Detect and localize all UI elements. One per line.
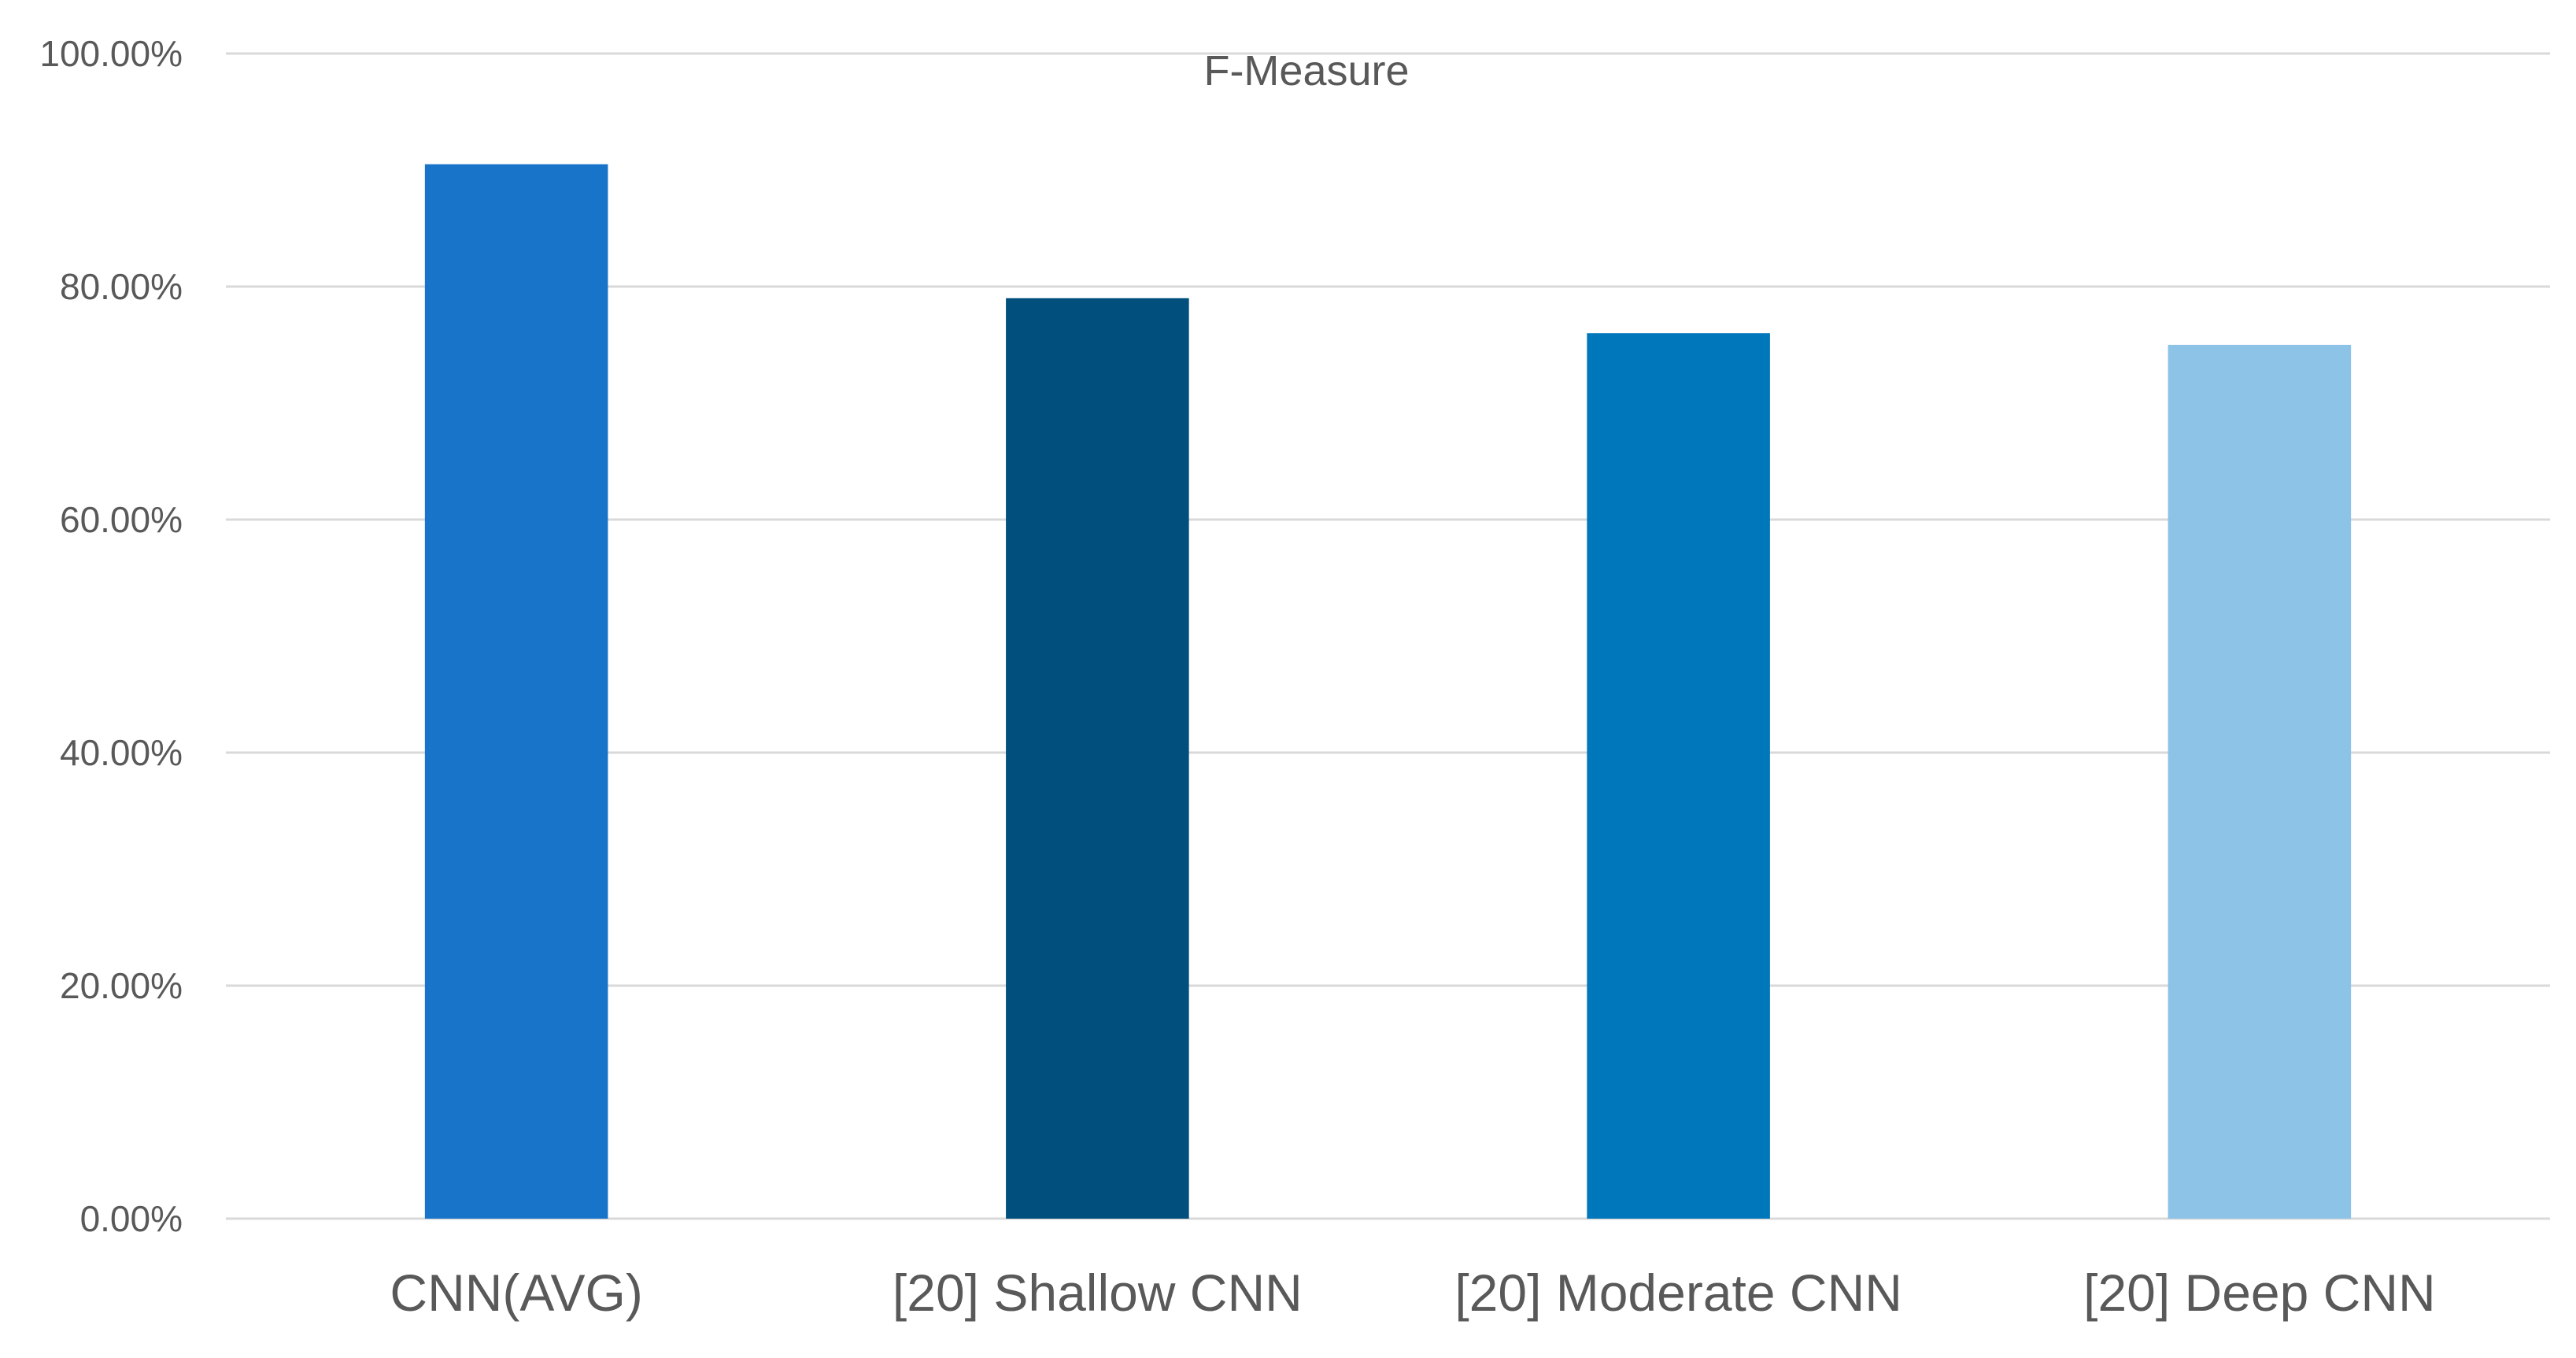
- x-category-label: CNN(AVG): [390, 1264, 642, 1322]
- bars: [424, 164, 2352, 1219]
- x-category-label: [20] Shallow CNN: [893, 1264, 1303, 1322]
- bar: [2168, 345, 2352, 1219]
- chart-title: F-Measure: [1203, 47, 1409, 94]
- bar: [1006, 298, 1189, 1219]
- x-category-label: [20] Moderate CNN: [1454, 1264, 1902, 1322]
- y-tick-label: 20.00%: [60, 965, 183, 1006]
- y-tick-label: 0.00%: [80, 1198, 183, 1239]
- bar: [424, 164, 608, 1219]
- gridlines: [226, 52, 2550, 1220]
- y-tick-label: 80.00%: [60, 266, 183, 307]
- y-tick-label: 60.00%: [60, 499, 183, 540]
- x-category-label: [20] Deep CNN: [2083, 1264, 2436, 1322]
- y-axis-tick-labels: 0.00% 20.00% 40.00% 60.00% 80.00% 100.00%: [39, 33, 183, 1239]
- y-tick-label: 100.00%: [39, 33, 183, 74]
- bar: [1587, 333, 1770, 1219]
- x-axis-category-labels: CNN(AVG) [20] Shallow CNN [20] Moderate CN…: [390, 1264, 2435, 1322]
- y-tick-label: 40.00%: [60, 732, 183, 773]
